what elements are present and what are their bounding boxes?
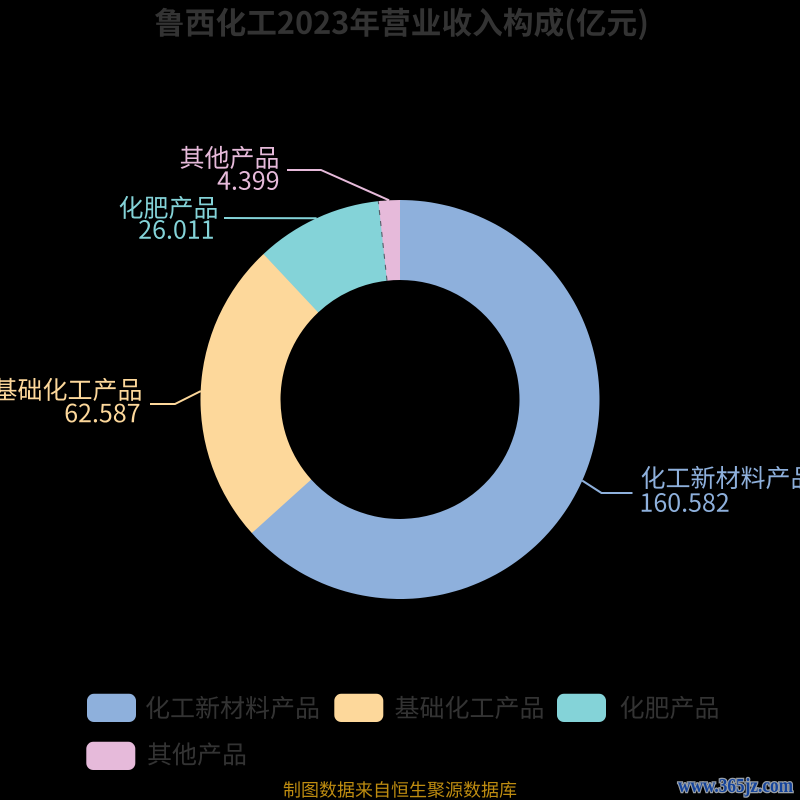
- svg-text:www.365jz.com: www.365jz.com: [678, 775, 793, 797]
